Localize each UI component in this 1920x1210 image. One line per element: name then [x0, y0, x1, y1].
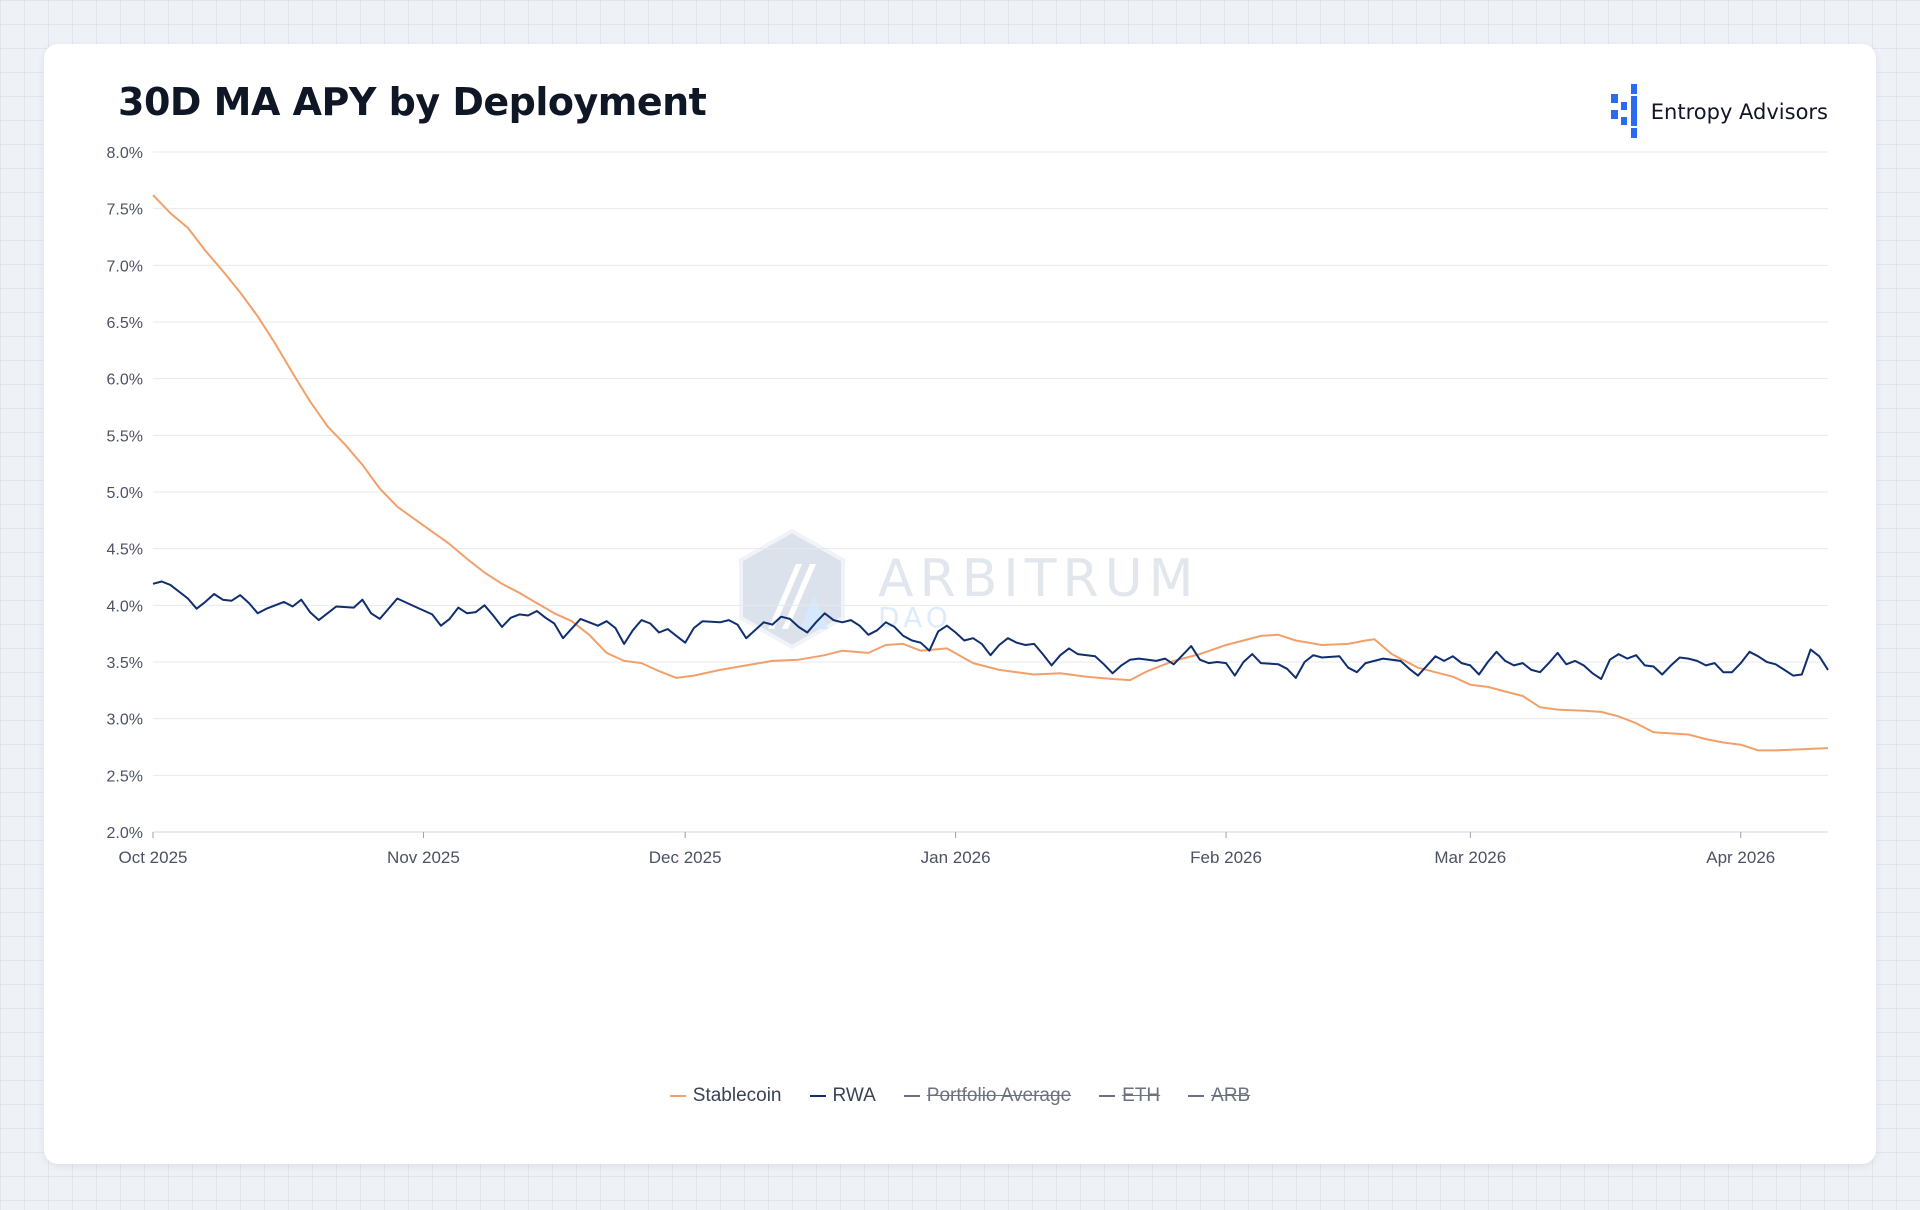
y-tick-label: 5.0% — [107, 485, 143, 502]
legend-swatch — [1188, 1095, 1205, 1097]
legend-swatch — [1099, 1095, 1116, 1097]
brand: Entropy Advisors — [1610, 82, 1828, 142]
y-tick-label: 2.5% — [107, 768, 143, 785]
x-tick-label: Jan 2026 — [921, 848, 991, 867]
legend-item-portfolio-average[interactable]: Portfolio Average — [903, 1085, 1072, 1107]
legend-swatch — [809, 1095, 826, 1097]
legend-label: RWA — [832, 1085, 876, 1106]
y-tick-label: 3.0% — [107, 712, 143, 729]
y-tick-label: 7.0% — [107, 258, 143, 275]
legend-label: ARB — [1211, 1085, 1251, 1106]
watermark-sub: DAO — [878, 601, 952, 634]
legend-item-arb[interactable]: ARB — [1188, 1085, 1250, 1107]
legend-item-rwa[interactable]: RWA — [809, 1085, 876, 1107]
legend-swatch — [669, 1095, 686, 1097]
series-line-rwa — [152, 580, 1829, 680]
y-tick-label: 6.5% — [107, 315, 143, 332]
line-chart: ARBITRUM DAO 2.0% 2.5% 3.0% 3.5% 4.0% 4.5% 5.0… — [107, 145, 1829, 867]
chart-title: 30D MA APY by Deployment — [118, 80, 707, 124]
y-tick-label: 8.0% — [107, 145, 143, 162]
chart-card: 30D MA APY by Deployment Entropy Advisor… — [44, 44, 1876, 1164]
x-tick-label: Feb 2026 — [1190, 848, 1262, 867]
y-tick-label: 4.5% — [107, 542, 143, 559]
y-tick-label: 7.5% — [107, 202, 143, 219]
brand-name: Entropy Advisors — [1650, 100, 1828, 124]
legend-label: Portfolio Average — [926, 1085, 1072, 1106]
legend-label: Stablecoin — [692, 1085, 782, 1106]
legend: Stablecoin RWA Portfolio Average ETH ARB — [44, 1085, 1876, 1107]
watermark-name: ARBITRUM — [878, 549, 1200, 609]
x-tick-label: Apr 2026 — [1706, 848, 1775, 867]
series-line-stablecoin — [152, 194, 1829, 752]
x-tick-label: Nov 2025 — [387, 848, 460, 867]
y-tick-label: 4.0% — [107, 598, 143, 615]
legend-swatch — [903, 1095, 920, 1097]
entropy-logo-icon — [1610, 84, 1637, 138]
legend-item-eth[interactable]: ETH — [1099, 1085, 1160, 1107]
arbitrum-logo-icon — [739, 528, 845, 650]
y-tick-label: 5.5% — [107, 428, 143, 445]
y-tick-label: 3.5% — [107, 655, 143, 672]
y-tick-label: 2.0% — [107, 825, 143, 842]
y-tick-label: 6.0% — [107, 372, 143, 389]
x-tick-label: Oct 2025 — [119, 848, 188, 867]
legend-label: ETH — [1122, 1085, 1161, 1106]
x-tick-label: Mar 2026 — [1434, 848, 1506, 867]
legend-item-stablecoin[interactable]: Stablecoin — [669, 1085, 782, 1107]
watermark: ARBITRUM DAO — [739, 528, 1200, 650]
x-tick-label: Dec 2025 — [649, 848, 722, 867]
